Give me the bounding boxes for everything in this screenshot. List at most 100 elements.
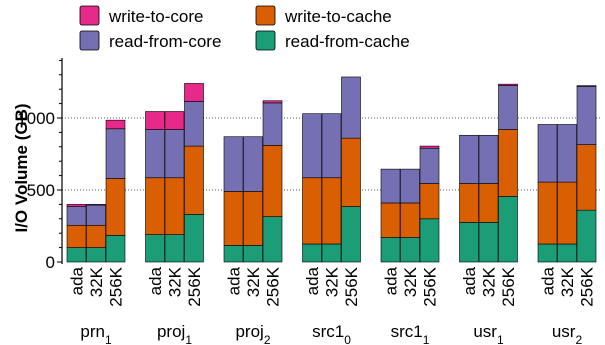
bar-segment-read-from-cache xyxy=(105,235,126,263)
bar-segment-write-to-cache xyxy=(537,181,558,245)
bar-label: 256K xyxy=(342,266,361,306)
bar-segment-read-from-core xyxy=(576,86,597,145)
bar-label: 32K xyxy=(244,266,263,297)
bar-label: ada xyxy=(539,266,558,295)
bar-segment-write-to-cache xyxy=(145,177,165,235)
bar-segment-read-from-core xyxy=(321,113,342,179)
bar-segment-read-from-cache xyxy=(557,243,577,263)
bar-label: ada xyxy=(460,266,479,295)
bar-segment-read-from-cache xyxy=(164,234,185,263)
bar-segment-read-from-core xyxy=(537,124,558,183)
bar-segment-read-from-core xyxy=(419,147,440,184)
bar-segment-read-from-core xyxy=(262,102,283,146)
group-label: proj2 xyxy=(235,322,270,345)
bar-label: 256K xyxy=(421,266,440,306)
legend-label-write-to-core: write-to-core xyxy=(108,7,203,26)
bar-segment-read-from-cache xyxy=(341,206,361,263)
bar-segment-read-from-cache xyxy=(576,209,597,263)
bar-segment-read-from-core xyxy=(86,204,106,226)
bar-segment-read-from-core xyxy=(498,85,518,130)
legend-label-write-to-cache: write-to-cache xyxy=(284,7,392,26)
bar-segment-write-to-cache xyxy=(557,181,577,245)
bar-label: ada xyxy=(382,266,401,295)
bar-segment-read-from-core xyxy=(459,134,479,184)
y-tick-label: 1000 xyxy=(17,109,55,128)
y-tick-label: 0 xyxy=(46,253,55,272)
bar-segment-read-from-cache xyxy=(459,222,479,263)
bar-segment-write-to-cache xyxy=(223,191,244,246)
y-axis-title: I/O Volume (GB) xyxy=(12,103,31,232)
bar-segment-read-from-cache xyxy=(262,216,283,263)
bar-segment-read-from-cache xyxy=(223,245,244,263)
bar-segment-read-from-cache xyxy=(400,237,420,263)
bar-segment-read-from-core xyxy=(380,168,401,204)
bar-label: 32K xyxy=(87,266,106,297)
bar-segment-read-from-cache xyxy=(243,245,263,263)
bar-segment-write-to-cache xyxy=(164,177,185,235)
bar-segment-write-to-cache xyxy=(66,224,87,248)
bar-segment-write-to-cache xyxy=(184,145,204,215)
legend-swatch-write-to-cache xyxy=(255,5,276,26)
legend-swatch-write-to-core xyxy=(79,5,100,26)
group-label: proj1 xyxy=(157,322,192,345)
bar-segment-read-from-core xyxy=(478,134,499,184)
bar-segment-write-to-core xyxy=(184,83,204,102)
bar-label: 256K xyxy=(185,266,204,306)
bar-segment-write-to-cache xyxy=(459,183,479,223)
bar-segment-read-from-cache xyxy=(66,247,87,263)
bar-segment-write-to-cache xyxy=(321,177,342,245)
group-label: src10 xyxy=(312,322,351,345)
bar-segment-write-to-cache xyxy=(341,137,361,207)
bar-segment-read-from-core xyxy=(400,168,420,204)
bar-segment-read-from-cache xyxy=(498,196,518,263)
bar-segment-write-to-cache xyxy=(86,224,106,248)
y-tick-label: 500 xyxy=(27,181,55,200)
bar-segment-read-from-cache xyxy=(184,214,204,263)
bar-segment-read-from-cache xyxy=(478,222,499,263)
bar-segment-read-from-core xyxy=(145,129,165,179)
bar-segment-read-from-core xyxy=(341,76,361,139)
bar-segment-read-from-cache xyxy=(380,237,401,263)
bar-label: 256K xyxy=(107,266,126,306)
bar-segment-read-from-core xyxy=(105,128,126,179)
bar-label: 256K xyxy=(578,266,597,306)
bar-segment-read-from-cache xyxy=(537,243,558,263)
group-label: src11 xyxy=(391,322,430,345)
bar-segment-read-from-core xyxy=(223,136,244,192)
bar-segment-write-to-cache xyxy=(498,129,518,197)
bar-segment-write-to-cache xyxy=(105,178,126,236)
bar-segment-read-from-core xyxy=(243,136,263,192)
bar-label: 32K xyxy=(323,266,342,297)
bar-segment-write-to-cache xyxy=(302,177,322,245)
bar-segment-write-to-core xyxy=(66,204,87,207)
bar-segment-write-to-cache xyxy=(478,183,499,223)
bar-label: 32K xyxy=(558,266,577,297)
bar-segment-write-to-cache xyxy=(419,183,440,220)
legend-swatch-read-from-cache xyxy=(255,30,276,51)
bar-segment-write-to-core xyxy=(419,145,440,149)
bar-label: ada xyxy=(146,266,165,295)
legend: write-to-core write-to-cache read-from-cor… xyxy=(79,5,410,51)
bar-segment-read-from-core xyxy=(66,206,87,226)
bar-label: 256K xyxy=(499,266,518,306)
bar-label: 32K xyxy=(166,266,185,297)
bar-label: 32K xyxy=(480,266,499,297)
bar-segment-write-to-cache xyxy=(262,145,283,217)
legend-label-read-from-cache: read-from-cache xyxy=(285,32,410,51)
bar-segment-write-to-core xyxy=(262,100,283,104)
bar-segment-write-to-cache xyxy=(400,202,420,238)
bars xyxy=(66,76,597,263)
bar-label: ada xyxy=(225,266,244,295)
bar-segment-read-from-cache xyxy=(419,218,440,263)
bar-segment-write-to-core xyxy=(576,85,597,87)
bar-label: 256K xyxy=(264,266,283,306)
bar-segment-read-from-cache xyxy=(145,234,165,263)
legend-swatch-read-from-core xyxy=(79,30,100,51)
group-label: usr1 xyxy=(473,322,504,345)
bar-segment-read-from-core xyxy=(302,113,322,179)
bar-label: ada xyxy=(303,266,322,295)
bar-segment-read-from-core xyxy=(184,101,204,147)
